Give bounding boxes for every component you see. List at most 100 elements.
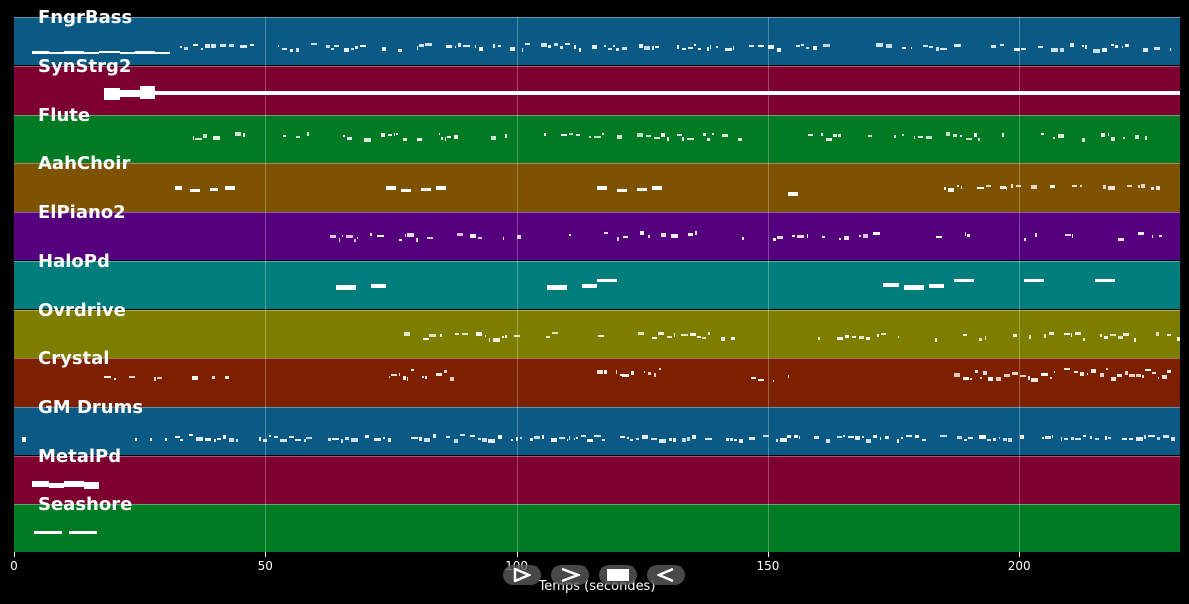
note [463, 45, 470, 48]
note [1070, 43, 1075, 48]
track-aahchoir[interactable]: AahChoir [14, 154, 1180, 212]
note [837, 134, 841, 138]
note [826, 438, 831, 443]
note [295, 438, 302, 441]
note [303, 438, 306, 442]
track-gm-drums[interactable]: GM Drums [14, 398, 1180, 455]
note [1094, 437, 1100, 440]
note [576, 133, 581, 136]
note [862, 436, 865, 439]
note [306, 437, 313, 440]
note [902, 46, 906, 49]
note [369, 233, 373, 237]
note [597, 279, 618, 283]
note [192, 135, 195, 140]
note [652, 186, 663, 190]
note [1151, 187, 1154, 191]
note [370, 283, 386, 289]
rewind-button[interactable] [647, 565, 685, 585]
note [416, 137, 422, 141]
note [966, 234, 970, 238]
note [845, 335, 850, 339]
note [697, 335, 701, 338]
note [114, 378, 117, 381]
x-tick-label: 0 [10, 559, 18, 573]
note [690, 333, 696, 337]
note [377, 235, 384, 238]
note [726, 438, 730, 442]
note [1107, 436, 1112, 439]
play-button[interactable] [503, 565, 541, 585]
note [542, 435, 544, 440]
note [597, 186, 608, 190]
track-flute[interactable]: Flute [14, 106, 1180, 163]
note [738, 439, 744, 444]
note [418, 436, 423, 441]
note [444, 136, 447, 141]
note [289, 436, 294, 439]
note [421, 187, 432, 192]
note [1074, 331, 1081, 335]
note [283, 134, 287, 137]
note [1073, 370, 1078, 373]
note [969, 378, 973, 381]
note [1092, 48, 1100, 53]
track-seashore[interactable]: Seashore [14, 495, 1180, 552]
note [777, 235, 784, 239]
note [578, 47, 581, 52]
note [1082, 337, 1085, 341]
track-synstrg2[interactable]: SynStrg2 [14, 57, 1181, 115]
piano-roll-plot: FngrBass SynStrg2 Flute AahChoir ElPiano2 Hal… [14, 8, 1181, 552]
note [153, 376, 157, 381]
note [391, 373, 397, 376]
note [429, 334, 437, 338]
note [695, 231, 698, 236]
fast-forward-button[interactable] [551, 565, 589, 585]
note [748, 45, 755, 48]
note [709, 44, 711, 49]
note [1064, 367, 1071, 370]
note [738, 138, 742, 141]
note [205, 43, 211, 48]
note [1002, 438, 1008, 442]
note [897, 439, 899, 444]
note [479, 46, 484, 51]
note [872, 435, 878, 439]
note [211, 375, 215, 379]
note [797, 235, 805, 239]
note [569, 436, 571, 441]
note [461, 333, 468, 336]
note [1102, 48, 1108, 53]
note [749, 437, 756, 441]
note [873, 232, 880, 236]
note [772, 238, 776, 242]
note [601, 133, 604, 136]
stop-button[interactable] [599, 565, 637, 585]
note [34, 531, 62, 535]
note [668, 437, 672, 441]
note [758, 378, 764, 381]
note [1064, 332, 1070, 335]
note [521, 47, 524, 52]
note [1031, 185, 1038, 190]
track-ovrdrive[interactable]: Ovrdrive [14, 301, 1181, 358]
note [498, 44, 501, 47]
note [513, 335, 520, 338]
note [876, 43, 884, 48]
track-elpiano2[interactable]: ElPiano2 [14, 203, 1180, 260]
note [219, 44, 227, 48]
note [893, 135, 897, 139]
track-metalpd[interactable]: MetalPd [14, 447, 1180, 504]
note [398, 238, 402, 241]
note [350, 438, 358, 443]
note [31, 50, 50, 54]
note [608, 48, 613, 51]
note [638, 332, 644, 336]
track-fngrbass[interactable]: FngrBass [14, 8, 1180, 65]
track-halopd[interactable]: HaloPd [14, 252, 1180, 309]
note [1064, 233, 1071, 236]
track-crystal[interactable]: Crystal [14, 349, 1180, 407]
note [1136, 437, 1143, 442]
note [544, 132, 546, 136]
note [1049, 185, 1055, 189]
